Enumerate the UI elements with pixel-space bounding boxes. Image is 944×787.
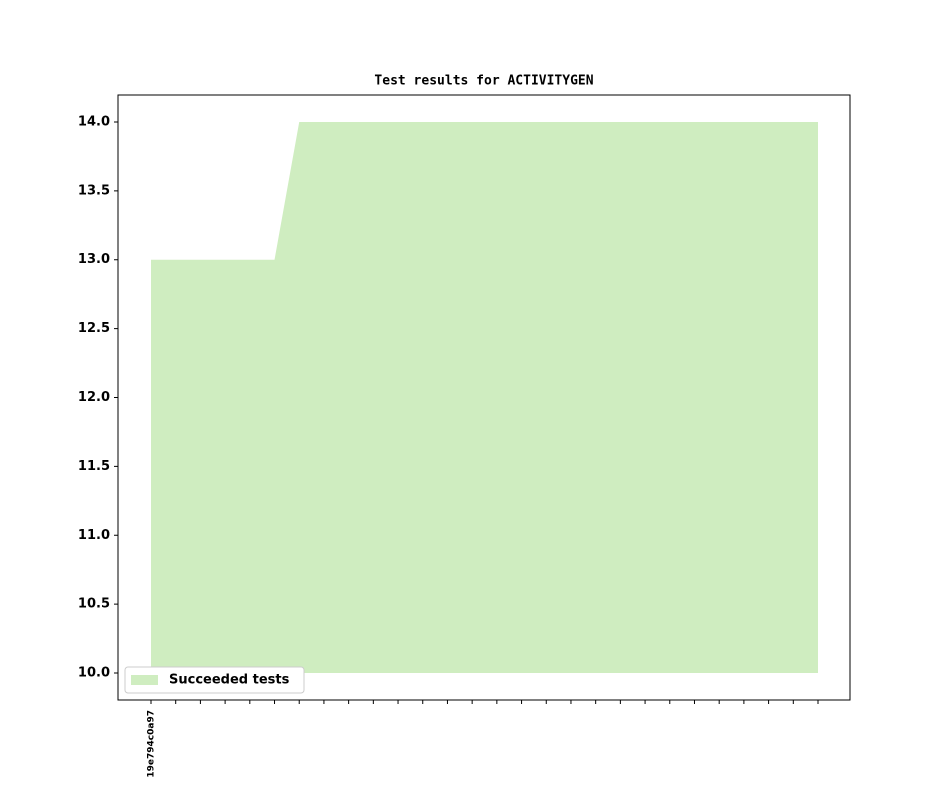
y-tick-label: 10.0 xyxy=(78,666,110,681)
chart-title: Test results for ACTIVITYGEN xyxy=(374,74,593,89)
legend-swatch xyxy=(131,675,158,685)
area xyxy=(151,121,818,674)
y-tick-label: 11.5 xyxy=(78,459,110,474)
x-tick-label: 19e794c0a97 xyxy=(147,710,157,778)
y-tick-label: 14.0 xyxy=(78,114,110,129)
y-tick-label: 13.0 xyxy=(78,252,110,267)
y-tick-label: 10.5 xyxy=(78,597,110,612)
y-tick-label: 11.0 xyxy=(78,528,110,543)
legend-label: Succeeded tests xyxy=(169,673,290,688)
y-tick-label: 13.5 xyxy=(78,183,110,198)
legend-box xyxy=(124,666,305,694)
y-tick-label: 12.0 xyxy=(78,390,110,405)
y-tick-label: 12.5 xyxy=(78,321,110,336)
legend: Succeeded tests xyxy=(124,666,305,694)
